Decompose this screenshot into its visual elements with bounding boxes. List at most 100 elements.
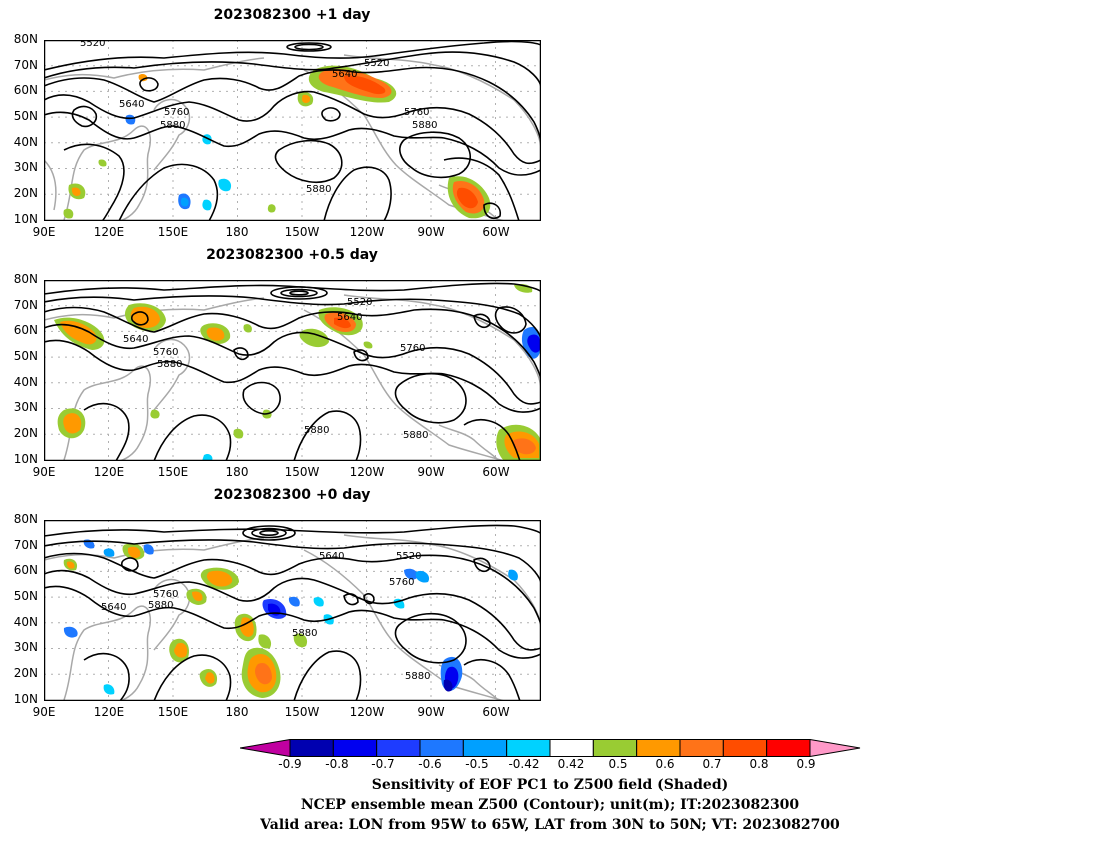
lon-label: 90E [32,465,56,479]
lat-label: 20N [13,666,38,680]
lat-label: 60N [13,83,38,97]
lat-label: 60N [13,563,38,577]
lon-label: 90W [417,225,445,239]
contour-label: 5880 [306,184,331,195]
colorbar-swatch [722,739,768,757]
contour-label: 5880 [412,120,437,131]
contour-label: 5520 [80,40,105,49]
colorbar-tick-label: -0.5 [465,757,489,771]
panel-title-1: 2023082300 +1 day [213,7,371,23]
contour-label: 5760 [389,577,414,588]
colorbar-swatch [376,739,421,757]
colorbar-tick-label: -0.42 [508,757,540,771]
lat-label: 10N [13,212,38,226]
colorbar-tick-label: 0.8 [749,757,769,771]
lat-label: 30N [13,400,38,414]
colorbar-tick-label: -0.8 [325,757,349,771]
contour-label: 5880 [403,430,428,441]
colorbar-tick-label: -0.7 [371,757,395,771]
map-panel-2: 5520 5640 5640 5760 5760 5880 5880 5880 [44,280,541,461]
lat-label: 50N [13,589,38,603]
lon-label: 180 [225,465,249,479]
lat-label: 10N [13,692,38,706]
contour-label: 5880 [292,628,317,639]
colorbar-tick-label: 0.7 [702,757,722,771]
lon-label: 150E [157,705,189,719]
lon-label: 120E [93,705,125,719]
colorbar-tick-label: 0.5 [608,757,628,771]
contour-label: 5760 [153,589,178,600]
lat-label: 80N [13,272,38,286]
colorbar-tick-label: 0.6 [655,757,675,771]
colorbar-high-arrow [809,739,861,757]
lat-label: 30N [13,160,38,174]
lon-label: 120E [93,225,125,239]
lat-label: 20N [13,426,38,440]
colorbar-swatch [549,739,594,757]
lon-label: 60W [482,465,510,479]
contour-label: 5640 [337,312,362,323]
colorbar-tick-label: 0.42 [557,757,585,771]
contour-label: 5640 [119,99,144,110]
lon-label: 60W [482,225,510,239]
lat-label: 30N [13,640,38,654]
contour-label: 5640 [101,602,126,613]
contour-label: 5760 [400,343,425,354]
lat-label: 40N [13,375,38,389]
map-panel-1: 5520 5520 5640 5640 5760 5760 5880 5880 … [44,40,541,221]
contour-label: 5520 [364,58,389,69]
lat-label: 20N [13,186,38,200]
caption-line-2: NCEP ensemble mean Z500 (Contour); unit(… [300,797,800,813]
colorbar-tick-label: 0.9 [796,757,816,771]
lon-label: 120W [349,465,385,479]
colorbar-swatch [636,739,681,757]
contour-label: 5880 [405,671,430,682]
lon-label: 150W [284,465,320,479]
colorbar-swatch [679,739,724,757]
lat-label: 80N [13,32,38,46]
lon-label: 150E [157,225,189,239]
caption-line-3: Valid area: LON from 95W to 65W, LAT fro… [260,817,840,833]
lon-label: 180 [225,705,249,719]
contour-label: 5640 [319,551,344,562]
colorbar-swatch [506,739,551,757]
colorbar-swatch [332,739,378,757]
lon-label: 60W [482,705,510,719]
colorbar-swatch [419,739,464,757]
lat-label: 40N [13,615,38,629]
contour-label: 5760 [153,347,178,358]
colorbar-swatch [462,739,508,757]
contour-label: 5880 [148,600,173,611]
contour-label: 5520 [347,297,372,308]
colorbar-tick-label: -0.9 [278,757,302,771]
lat-label: 70N [13,538,38,552]
map-panel-3: 5640 5520 5760 5760 5640 5880 5880 5880 [44,520,541,701]
lat-label: 60N [13,323,38,337]
lat-label: 70N [13,298,38,312]
caption-line-1: Sensitivity of EOF PC1 to Z500 field (Sh… [371,777,729,793]
contour-label: 5640 [332,69,357,80]
lon-label: 90E [32,705,56,719]
contour-label: 5880 [157,359,182,370]
lon-label: 120E [93,465,125,479]
contour-label: 5880 [160,120,185,131]
colorbar-swatch [592,739,638,757]
lon-label: 180 [225,225,249,239]
lon-label: 150E [157,465,189,479]
lon-label: 120W [349,225,385,239]
panel-title-2: 2023082300 +0.5 day [206,247,378,263]
lat-label: 40N [13,135,38,149]
colorbar-swatch [766,739,811,757]
lon-label: 90W [417,705,445,719]
lon-label: 120W [349,705,385,719]
lat-label: 50N [13,349,38,363]
contour-label: 5760 [164,107,189,118]
lat-label: 70N [13,58,38,72]
lon-label: 150W [284,225,320,239]
contour-label: 5880 [304,425,329,436]
panel-title-3: 2023082300 +0 day [213,487,371,503]
contour-label: 5520 [396,551,421,562]
lat-label: 80N [13,512,38,526]
lon-label: 90E [32,225,56,239]
lat-label: 10N [13,452,38,466]
